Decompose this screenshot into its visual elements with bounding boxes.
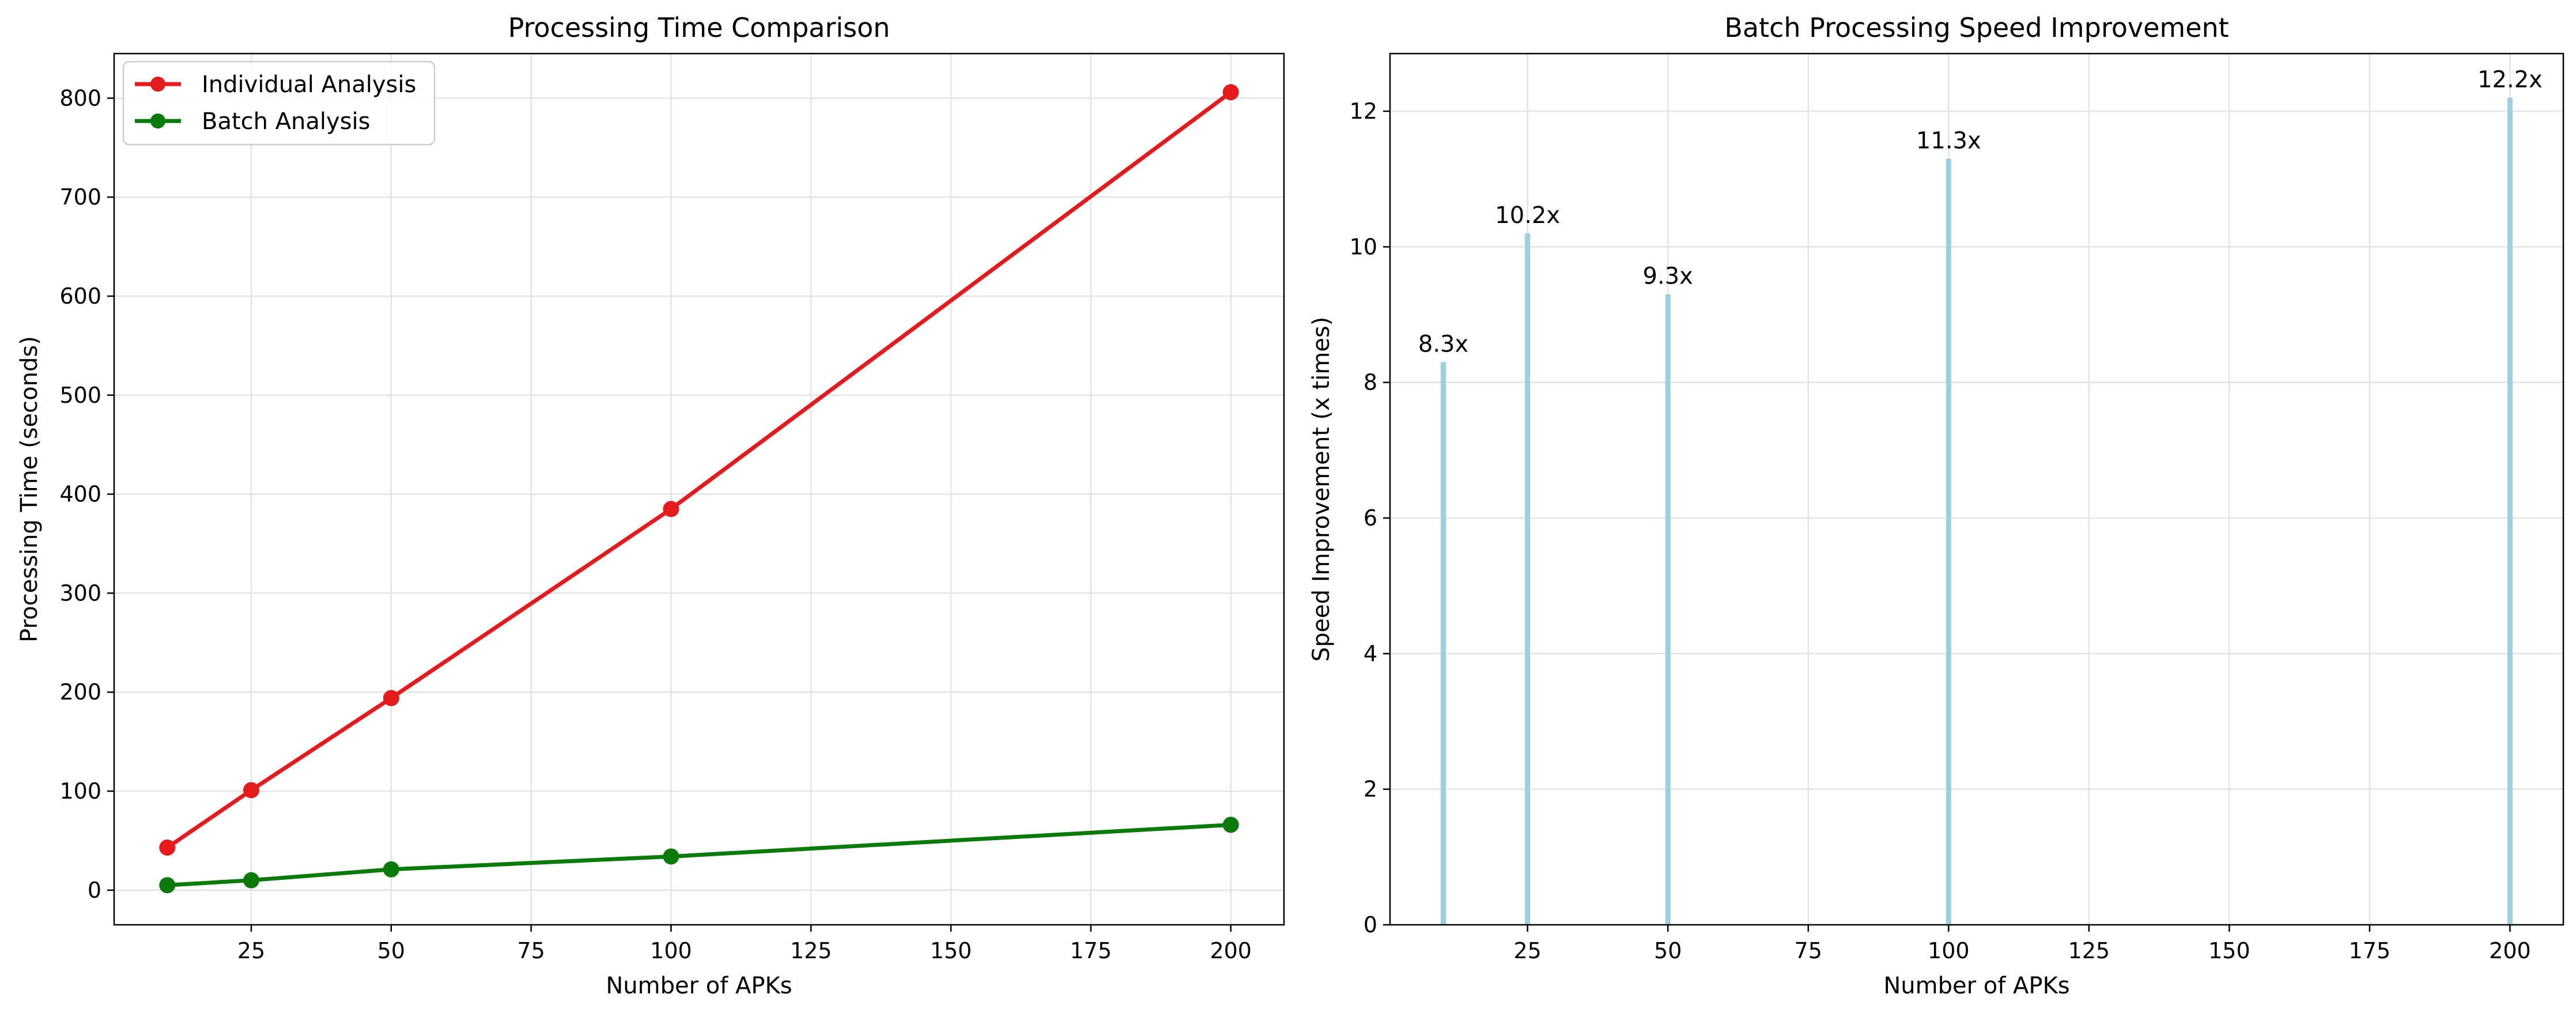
series-line-0 — [166, 90, 1232, 849]
x-axis-ticks: 25 50 75 100 125 150 175 200 — [237, 925, 1252, 963]
bar — [2507, 97, 2513, 925]
y-axis-label: Speed Improvement (x times) — [1308, 317, 1335, 662]
x-tick-label: 150 — [930, 938, 972, 963]
x-tick-label: 25 — [237, 938, 265, 963]
x-tick-label: 175 — [1070, 938, 1112, 963]
y-axis-label: Processing Time (seconds) — [16, 336, 43, 642]
bar — [1946, 158, 1951, 925]
plot-frame — [113, 52, 1285, 926]
x-tick-label: 50 — [1654, 938, 1682, 963]
y-tick-label: 0 — [1363, 912, 1377, 937]
legend-box — [122, 61, 436, 146]
x-axis-label: Number of APKs — [606, 973, 792, 999]
x-tick-label: 200 — [1210, 938, 1252, 963]
y-tick-label: 500 — [59, 383, 101, 408]
data-point — [159, 877, 176, 894]
bar-data-label: 10.2x — [1495, 202, 1560, 229]
data-point — [383, 861, 399, 878]
chart-title: Processing Time Comparison — [508, 12, 890, 43]
data-point — [159, 839, 176, 856]
speed-improvement-chart: Batch Processing Speed Improvement 8.3x 1… — [1308, 12, 2564, 999]
y-axis-ticks: 0 2 4 6 8 10 12 — [1350, 99, 1390, 937]
legend-marker-batch — [150, 114, 165, 128]
data-point — [1222, 816, 1239, 833]
data-point — [383, 690, 399, 706]
gridlines — [1390, 54, 2563, 926]
legend: Individual Analysis Batch Analysis — [122, 61, 436, 146]
bar-data-label: 8.3x — [1418, 331, 1468, 357]
chart-title: Batch Processing Speed Improvement — [1724, 12, 2228, 43]
plot-frame — [1389, 52, 2564, 926]
x-tick-label: 175 — [2349, 938, 2391, 963]
x-axis-label: Number of APKs — [1883, 973, 2069, 999]
bars-group: 8.3x 10.2x 9.3x 11.3x 12.2x — [1418, 66, 2543, 925]
y-tick-label: 2 — [1363, 777, 1377, 802]
y-tick-label: 12 — [1350, 99, 1377, 124]
y-tick-label: 4 — [1363, 641, 1377, 666]
bar — [1665, 294, 1671, 925]
processing-time-chart: Processing Time Comparison 25 50 75 100 125 1… — [16, 12, 1285, 999]
bar-data-label: 9.3x — [1643, 263, 1693, 290]
y-tick-label: 10 — [1350, 234, 1377, 259]
y-tick-label: 6 — [1363, 505, 1377, 531]
y-tick-label: 300 — [59, 580, 101, 606]
bar — [1525, 233, 1531, 925]
legend-label-individual: Individual Analysis — [202, 71, 416, 98]
legend-label-batch: Batch Analysis — [202, 108, 371, 135]
x-tick-label: 75 — [517, 938, 545, 963]
x-tick-label: 50 — [377, 938, 405, 963]
x-tick-label: 100 — [1928, 938, 1970, 963]
x-tick-label: 150 — [2208, 938, 2250, 963]
gridlines — [114, 54, 1284, 925]
legend-marker-individual — [150, 77, 165, 92]
y-tick-label: 600 — [59, 283, 101, 309]
y-tick-label: 0 — [88, 878, 101, 903]
data-point — [663, 501, 679, 517]
y-tick-label: 400 — [59, 482, 101, 507]
x-tick-label: 25 — [1513, 938, 1541, 963]
bar — [1441, 362, 1446, 925]
x-tick-label: 75 — [1795, 938, 1822, 963]
y-axis-ticks: 0 100 200 300 400 500 600 700 800 — [59, 85, 114, 903]
y-tick-label: 700 — [59, 184, 101, 210]
x-tick-label: 125 — [2068, 938, 2110, 963]
data-point — [1222, 84, 1239, 101]
x-tick-label: 100 — [650, 938, 692, 963]
y-tick-label: 800 — [59, 85, 101, 111]
y-tick-label: 8 — [1363, 370, 1377, 395]
bar-data-label: 12.2x — [2477, 66, 2543, 93]
x-tick-label: 125 — [790, 938, 832, 963]
y-tick-label: 100 — [59, 778, 101, 804]
series-group — [159, 84, 1239, 894]
bar-data-label: 11.3x — [1916, 127, 1981, 154]
y-tick-label: 200 — [59, 679, 101, 705]
data-point — [243, 872, 259, 889]
data-point — [663, 848, 679, 865]
x-tick-label: 200 — [2489, 938, 2531, 963]
x-axis-ticks: 25 50 75 100 125 150 175 200 — [1513, 925, 2531, 963]
series-line-1 — [167, 822, 1231, 887]
data-point — [243, 782, 259, 799]
